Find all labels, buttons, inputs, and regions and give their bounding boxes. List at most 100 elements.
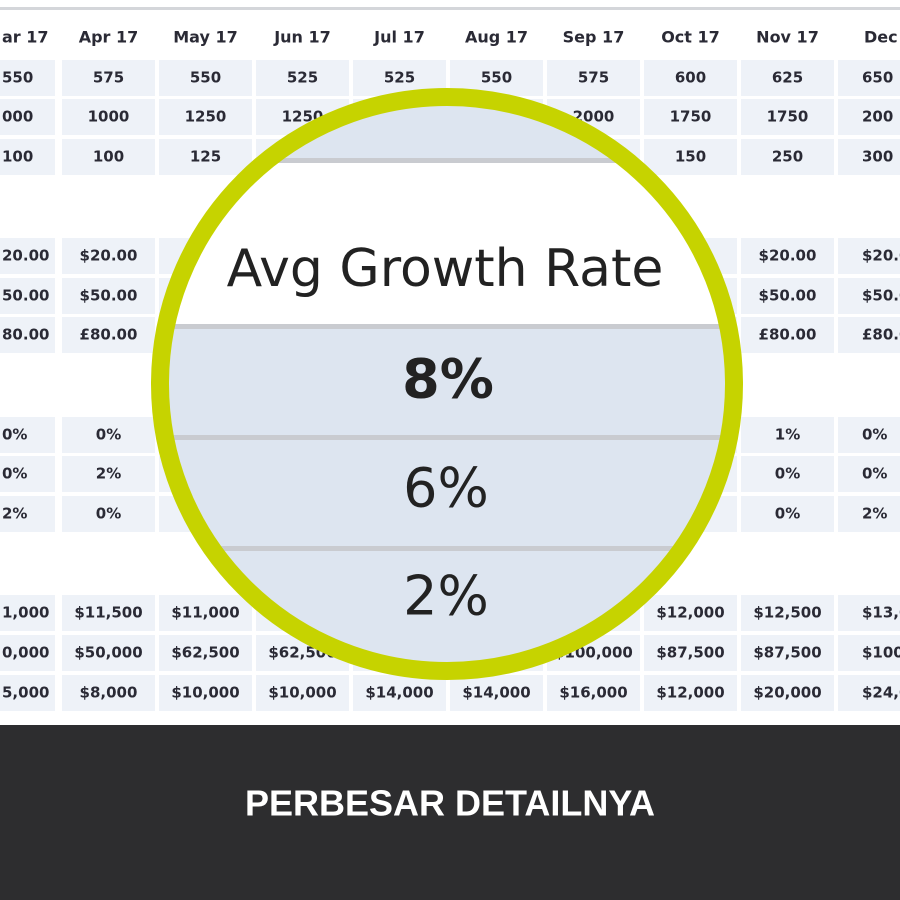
- cell-text: 0%: [862, 465, 887, 483]
- cell: [256, 60, 349, 96]
- cell: [644, 675, 737, 711]
- cell-text: $50.00: [759, 287, 817, 305]
- cell: [838, 99, 900, 135]
- column-header: Dec 1: [864, 28, 900, 47]
- cell-text: 80.00: [2, 326, 49, 344]
- cell-text: $50.00: [80, 287, 138, 305]
- cell-text: 625: [772, 69, 803, 87]
- cell: [741, 456, 834, 492]
- cell: [644, 635, 737, 671]
- cell: [256, 675, 349, 711]
- lens-rule: [160, 158, 734, 163]
- cell-text: 100: [93, 148, 124, 166]
- cell-text: $87,500: [753, 644, 821, 662]
- cell-text: $50.0: [862, 287, 900, 305]
- cell: [62, 496, 155, 532]
- cell: [0, 595, 55, 631]
- cell: [741, 595, 834, 631]
- cell-text: $12,000: [656, 684, 724, 702]
- column-header: May 17: [173, 28, 238, 47]
- banner: [0, 725, 900, 900]
- banner-text: PERBESAR DETAILNYA: [245, 783, 655, 824]
- cell: [62, 238, 155, 274]
- column-header: Sep 17: [563, 28, 625, 47]
- cell: [741, 417, 834, 453]
- cell: [644, 595, 737, 631]
- column-header: Aug 17: [465, 28, 528, 47]
- cell-text: 1000: [88, 108, 130, 126]
- top-rule: [0, 7, 900, 10]
- cell-text: $14,000: [365, 684, 433, 702]
- column-header: Jul 17: [373, 28, 425, 47]
- cell-text: 525: [287, 69, 318, 87]
- cell: [0, 675, 55, 711]
- cell-text: 2%: [96, 465, 121, 483]
- cell: [838, 417, 900, 453]
- cell: [0, 139, 55, 175]
- cell: [741, 317, 834, 353]
- cell: [644, 60, 737, 96]
- cell-text: $16,000: [559, 684, 627, 702]
- cell: [62, 675, 155, 711]
- cell-text: 0%: [96, 426, 121, 444]
- cell-text: 0%: [2, 426, 27, 444]
- cell-text: $10,000: [171, 684, 239, 702]
- cell-text: $11,000: [171, 604, 239, 622]
- cell-text: 20.00: [2, 247, 49, 265]
- lens-value: 6%: [403, 457, 489, 520]
- cell-text: $13,0: [862, 604, 900, 622]
- cell: [644, 139, 737, 175]
- cell-text: 100: [2, 148, 33, 166]
- cell: [741, 60, 834, 96]
- cell: [159, 99, 252, 135]
- lens-rule: [160, 546, 734, 551]
- cell-text: 550: [190, 69, 221, 87]
- cell: [741, 675, 834, 711]
- cell-text: 1750: [767, 108, 809, 126]
- cell: [62, 635, 155, 671]
- cell: [838, 496, 900, 532]
- cell: [159, 60, 252, 96]
- cell: [62, 139, 155, 175]
- cell-text: £80.00: [80, 326, 138, 344]
- lens-rule: [160, 324, 734, 329]
- cell: [0, 60, 55, 96]
- cell: [159, 635, 252, 671]
- cell: [0, 456, 55, 492]
- cell-text: 600: [675, 69, 706, 87]
- cell: [838, 456, 900, 492]
- cell: [0, 278, 55, 314]
- cell-text: 2%: [2, 505, 27, 523]
- cell-text: 1250: [185, 108, 227, 126]
- cell-text: $50,000: [74, 644, 142, 662]
- column-header: Apr 17: [79, 28, 139, 47]
- cell-text: 575: [93, 69, 124, 87]
- cell: [62, 595, 155, 631]
- cell-text: 200: [862, 108, 893, 126]
- cell-text: $20,000: [753, 684, 821, 702]
- lens-title: Avg Growth Rate: [227, 239, 664, 299]
- cell: [838, 595, 900, 631]
- cell: [159, 139, 252, 175]
- cell: [838, 317, 900, 353]
- cell: [838, 60, 900, 96]
- cell: [0, 99, 55, 135]
- cell-text: 1,000: [2, 604, 49, 622]
- cell-text: 0%: [96, 505, 121, 523]
- cell-text: $24,0: [862, 684, 900, 702]
- cell: [62, 317, 155, 353]
- cell-text: 650: [862, 69, 893, 87]
- cell-text: $62,500: [171, 644, 239, 662]
- cell-text: £80.0: [862, 326, 900, 344]
- lens-band: [160, 329, 734, 435]
- cell-text: £80.00: [759, 326, 817, 344]
- cell-text: $100,0: [862, 644, 900, 662]
- cell: [741, 496, 834, 532]
- cell: [547, 60, 640, 96]
- cell: [838, 238, 900, 274]
- cell-text: $20.0: [862, 247, 900, 265]
- cell-text: 5,000: [2, 684, 49, 702]
- column-header: ar 17: [2, 28, 49, 47]
- cell-text: 575: [578, 69, 609, 87]
